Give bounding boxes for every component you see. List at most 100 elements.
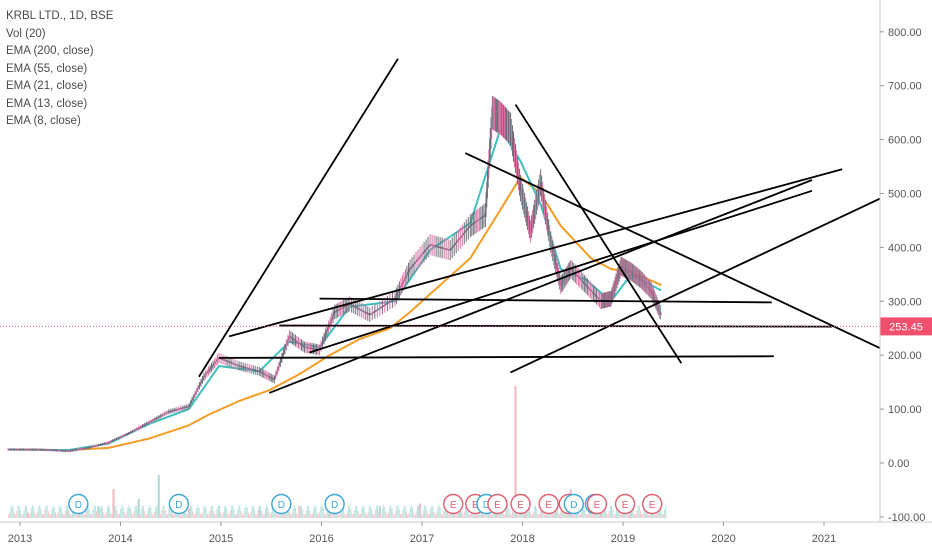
volume-bar xyxy=(339,512,341,518)
event-label: E xyxy=(545,500,552,511)
earnings-marker[interactable]: E xyxy=(642,493,663,515)
volume-bar xyxy=(110,513,112,518)
volume-bar xyxy=(598,511,600,518)
last-price-badge xyxy=(880,317,932,336)
legend-indicator-vol[interactable]: Vol (20) xyxy=(6,27,46,40)
volume-bar xyxy=(222,512,224,518)
volume-bar xyxy=(243,513,245,518)
dividend-marker[interactable]: D xyxy=(68,493,89,515)
volume-bar xyxy=(317,514,319,518)
volume-bar xyxy=(366,514,368,518)
volume-bar xyxy=(75,511,77,518)
volume-bar xyxy=(466,505,468,518)
dividend-marker[interactable]: D xyxy=(271,493,292,515)
legend-indicator-ema13[interactable]: EMA (13, close) xyxy=(6,97,88,110)
volume-bar xyxy=(214,514,216,518)
volume-bar xyxy=(303,514,305,518)
volume-bar xyxy=(611,505,612,518)
volume-bar xyxy=(24,505,26,518)
volume-bar xyxy=(211,505,213,518)
trendline[interactable] xyxy=(319,297,772,304)
trendline[interactable] xyxy=(228,168,843,338)
volume-bar xyxy=(592,514,594,518)
volume-bar xyxy=(52,505,54,518)
volume-bar xyxy=(41,514,43,518)
events-layer[interactable]: DDDDEEDEEEEDDEEE xyxy=(68,493,663,515)
legend-indicator-ema200[interactable]: EMA (200, close) xyxy=(6,45,94,57)
volume-bar xyxy=(658,506,660,518)
x-tick-label: 2013 xyxy=(8,533,32,545)
dividend-marker[interactable]: D xyxy=(168,493,190,515)
volume-bar xyxy=(132,514,134,518)
legend-indicator-ema21[interactable]: EMA (21, close) xyxy=(6,80,88,92)
volume-bar xyxy=(627,514,629,518)
volume-bar xyxy=(456,513,458,518)
volume-bar xyxy=(29,513,31,518)
earnings-marker[interactable]: E xyxy=(614,493,636,515)
volume-bar xyxy=(47,510,49,518)
volume-bar xyxy=(430,508,432,518)
earnings-marker[interactable]: E xyxy=(510,493,531,515)
volume-bar xyxy=(457,507,459,518)
volume-bar xyxy=(244,507,246,518)
volume-bar xyxy=(157,508,159,518)
volume-bar xyxy=(261,510,263,518)
volume-bar xyxy=(490,514,492,518)
volume-bar xyxy=(9,512,11,518)
dividend-marker[interactable]: D xyxy=(324,493,345,515)
volume-bar xyxy=(404,506,406,518)
earnings-marker[interactable]: E xyxy=(443,493,464,515)
volume-bar xyxy=(213,510,215,518)
volume-bar xyxy=(12,508,14,518)
volume-bar xyxy=(129,507,131,518)
volume-bar xyxy=(533,506,535,518)
volume-bar xyxy=(462,514,464,518)
volume-bar xyxy=(220,512,222,518)
volume-bar xyxy=(433,512,435,518)
volume-bar xyxy=(203,506,205,518)
volume-bar xyxy=(168,508,170,518)
volume-bar xyxy=(401,514,403,518)
volume-bar xyxy=(40,509,42,518)
trendline[interactable] xyxy=(219,355,774,359)
y-tick-label: 300.00 xyxy=(888,296,922,308)
volume-bar xyxy=(322,508,324,518)
volume-bar xyxy=(140,509,142,518)
volume-bar xyxy=(170,506,172,518)
volume-bar xyxy=(514,386,517,518)
trendline[interactable] xyxy=(514,104,683,364)
volume-bar xyxy=(397,505,399,518)
volume-bar xyxy=(76,514,78,518)
trendline[interactable] xyxy=(268,179,813,394)
volume-bar xyxy=(90,514,92,518)
volume-bar xyxy=(639,510,641,518)
volume-bar xyxy=(36,511,38,518)
volume-bar xyxy=(88,509,90,518)
trendline-layer[interactable] xyxy=(198,58,903,394)
volume-bar xyxy=(93,505,95,518)
volume-bar xyxy=(496,514,498,518)
volume-bar xyxy=(380,513,382,518)
legend-indicator-ema55[interactable]: EMA (55, close) xyxy=(6,62,88,75)
volume-bar xyxy=(503,514,505,518)
trendline[interactable] xyxy=(464,152,897,356)
trendline[interactable] xyxy=(198,58,399,378)
volume-bar xyxy=(518,514,520,518)
trendline[interactable] xyxy=(309,189,813,354)
legend-indicator-ema8[interactable]: EMA (8, close) xyxy=(6,115,81,127)
volume-bar xyxy=(193,514,195,518)
volume-bar xyxy=(282,514,284,518)
event-label: E xyxy=(649,500,656,511)
volume-bar xyxy=(77,512,79,518)
volume-bar xyxy=(636,510,638,518)
legend-title[interactable]: KRBL LTD., 1D, BSE xyxy=(6,10,114,22)
earnings-marker[interactable]: E xyxy=(586,493,608,515)
earnings-marker[interactable]: E xyxy=(538,493,559,515)
trendline[interactable] xyxy=(510,188,903,374)
dividend-marker[interactable]: D xyxy=(563,493,585,515)
volume-bar xyxy=(346,511,348,518)
volume-bar xyxy=(209,510,211,518)
earnings-marker[interactable]: E xyxy=(487,493,508,515)
volume-bar xyxy=(131,513,133,518)
